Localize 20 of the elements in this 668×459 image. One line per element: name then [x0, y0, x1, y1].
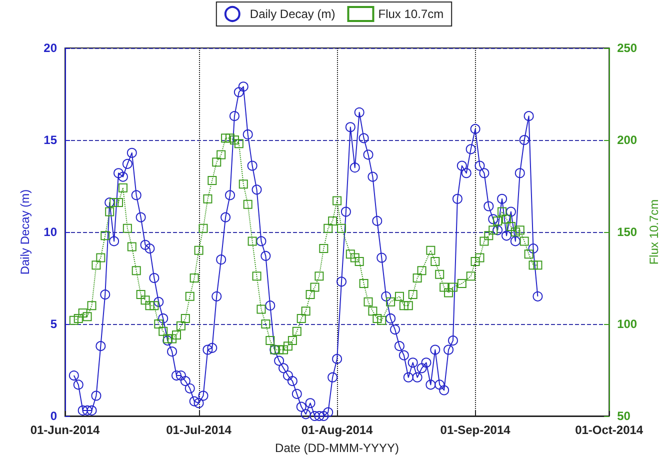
y2-axis-title: Flux 10.7cm [647, 199, 661, 265]
x-tick-label: 01-Jun-2014 [30, 423, 100, 437]
x-tick-label: 01-Sep-2014 [440, 423, 511, 437]
y2-tick-label: 250 [617, 41, 638, 55]
x-tick-label: 01-Jul-2014 [166, 423, 232, 437]
x-tick-label: 01-Aug-2014 [301, 423, 374, 437]
y2-tick-label: 50 [617, 409, 631, 423]
y-tick-label: 15 [44, 133, 58, 147]
legend-label: Daily Decay (m) [250, 7, 336, 21]
y-tick-label: 10 [44, 225, 58, 239]
y2-tick-label: 100 [617, 317, 638, 331]
x-tick-label: 01-Oct-2014 [575, 423, 644, 437]
x-axis-title: Date (DD-MMM-YYYY) [275, 441, 400, 455]
y2-tick-label: 200 [617, 133, 638, 147]
y2-tick-label: 150 [617, 225, 638, 239]
y-tick-label: 20 [44, 41, 58, 55]
y-tick-label: 0 [50, 409, 58, 423]
y-axis-title: Daily Decay (m) [18, 189, 32, 275]
y-tick-label: 5 [50, 317, 58, 331]
legend-label: Flux 10.7cm [378, 7, 444, 21]
